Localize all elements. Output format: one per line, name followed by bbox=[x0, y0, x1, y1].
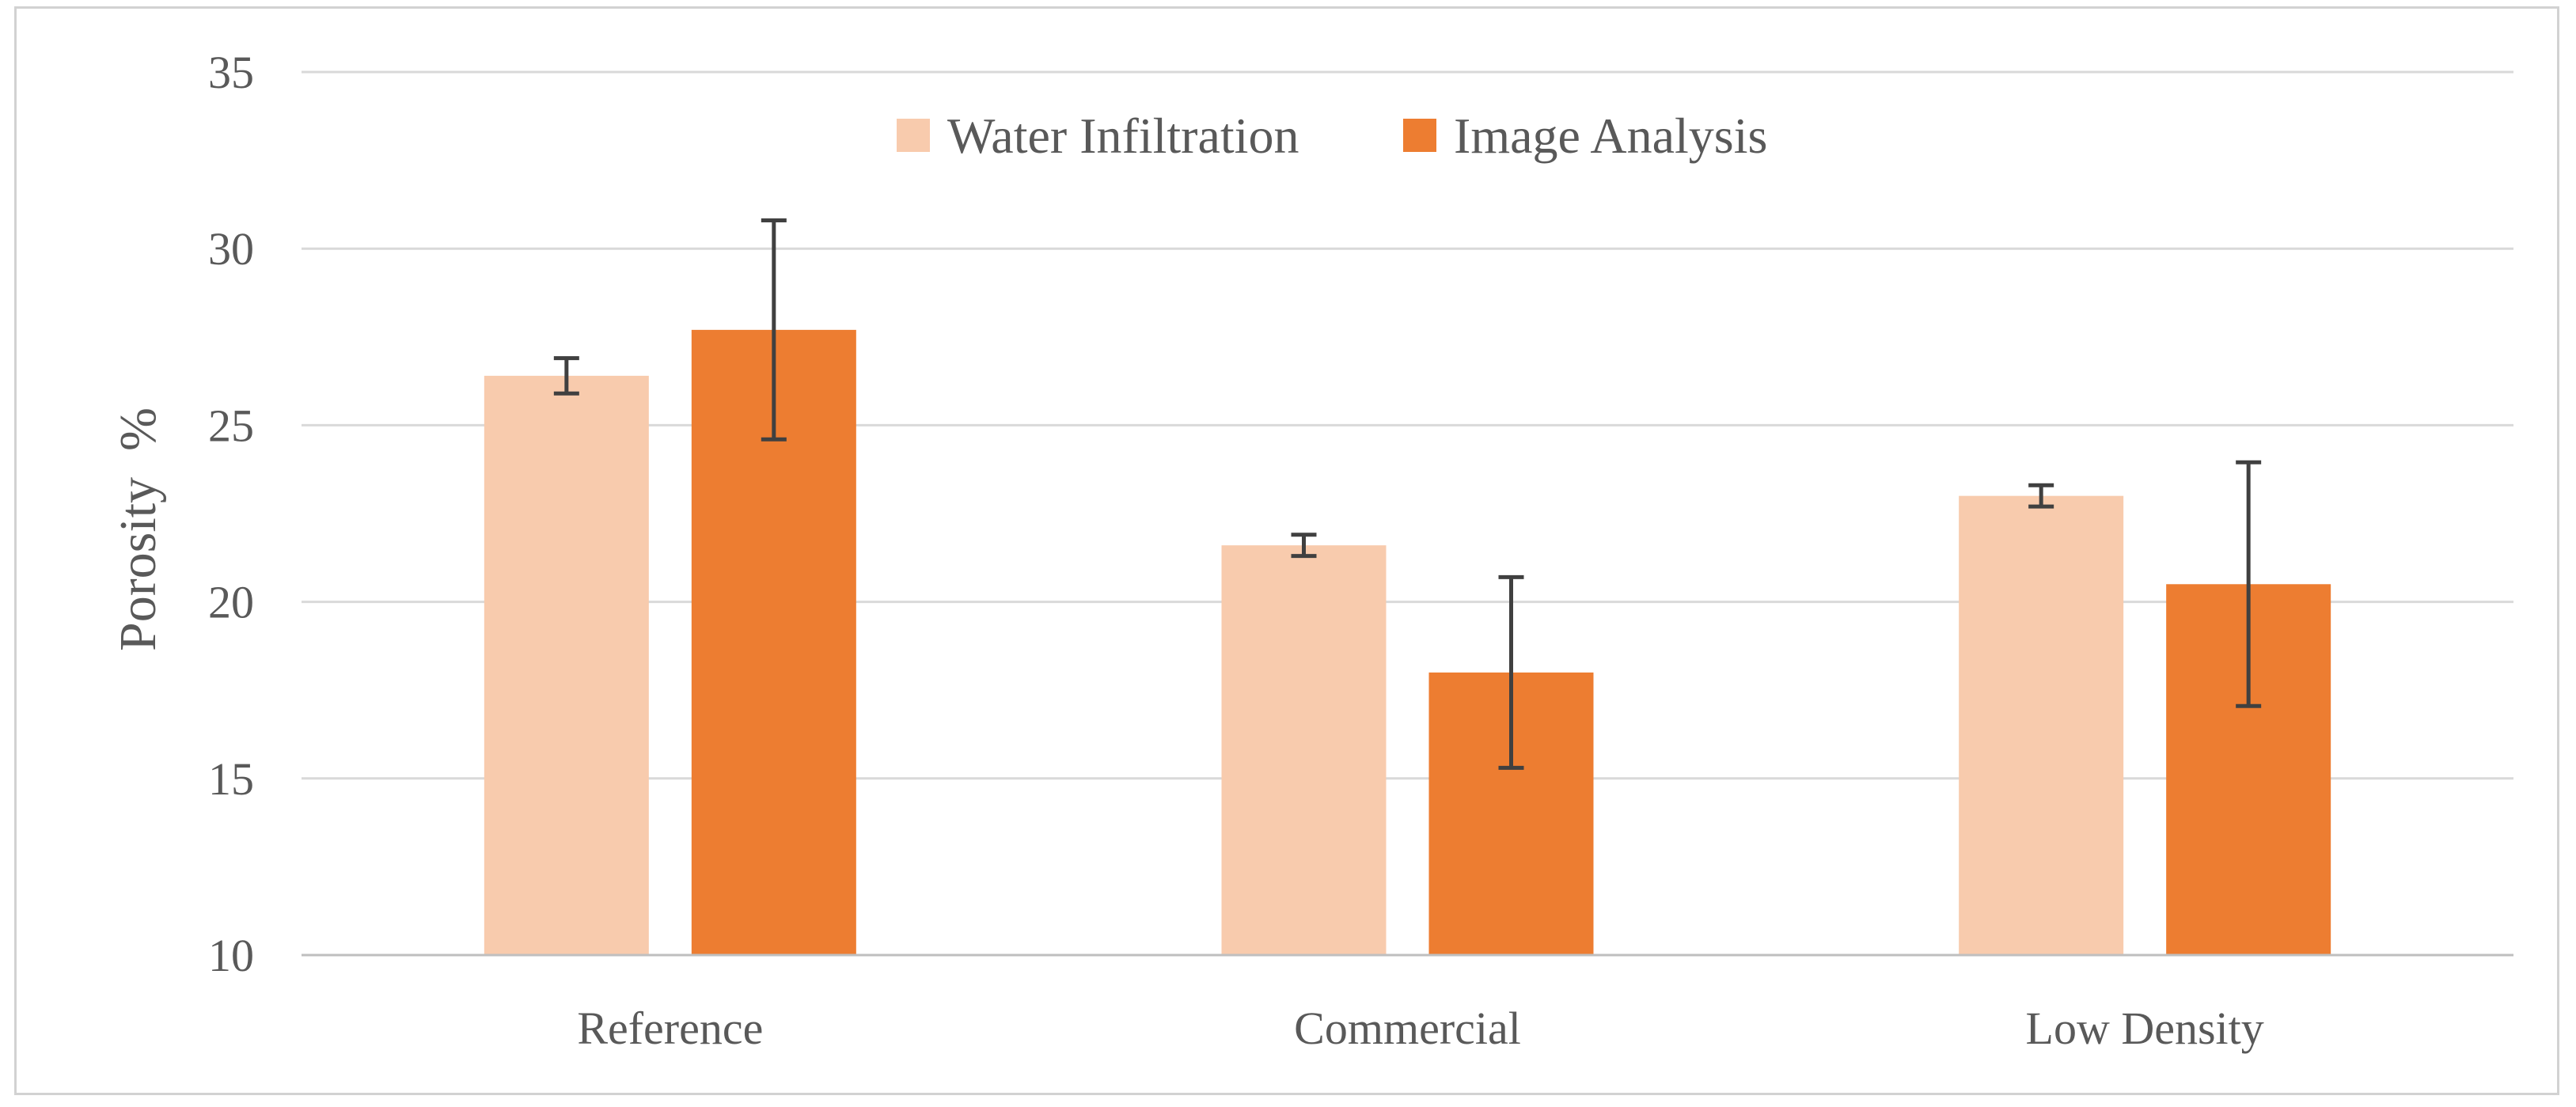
labels: 10 15 20 25 30 35 Porosity % Reference Commercia… bbox=[109, 47, 2264, 1054]
x-tick-label-commercial: Commercial bbox=[1294, 1003, 1521, 1054]
bar-commercial-water-infiltration bbox=[1221, 545, 1387, 955]
y-tick-label-30: 30 bbox=[208, 223, 254, 275]
y-tick-label-35: 35 bbox=[208, 47, 254, 98]
legend-label-image-analysis: Image Analysis bbox=[1454, 108, 1767, 164]
bar-reference-water-infiltration bbox=[484, 375, 649, 955]
error-bar-low-density-water-infiltration bbox=[2028, 483, 2054, 509]
bar-low-density-water-infiltration bbox=[1959, 495, 2124, 955]
error-bar-commercial-water-infiltration bbox=[1291, 533, 1317, 559]
bars bbox=[484, 329, 2331, 955]
legend-swatch-water-infiltration bbox=[897, 119, 930, 152]
error-bars bbox=[553, 218, 2262, 770]
gridlines bbox=[302, 70, 2513, 780]
y-tick-label-15: 15 bbox=[208, 753, 254, 805]
legend-label-water-infiltration: Water Infiltration bbox=[947, 108, 1299, 164]
porosity-bar-chart: 10 15 20 25 30 35 Porosity % Reference Commercia… bbox=[109, 47, 2513, 1054]
y-tick-label-10: 10 bbox=[208, 930, 254, 981]
legend-swatch-image-analysis bbox=[1403, 119, 1436, 152]
legend-item-image-analysis: Image Analysis bbox=[1403, 108, 1767, 164]
x-tick-label-reference: Reference bbox=[577, 1003, 763, 1054]
error-bar-reference-water-infiltration bbox=[553, 356, 579, 396]
error-bar-commercial-image-analysis bbox=[1498, 574, 1524, 770]
error-bar-reference-image-analysis bbox=[761, 218, 787, 442]
y-tick-label-20: 20 bbox=[208, 577, 254, 628]
y-axis-title: Porosity % bbox=[109, 408, 167, 651]
y-tick-label-25: 25 bbox=[208, 400, 254, 451]
x-tick-label-low-density: Low Density bbox=[2026, 1003, 2264, 1054]
legend-item-water-infiltration: Water Infiltration bbox=[897, 108, 1299, 164]
chart-frame: 10 15 20 25 30 35 Porosity % Reference Commercia… bbox=[14, 6, 2559, 1095]
error-bar-low-density-image-analysis bbox=[2236, 460, 2262, 708]
legend: Water Infiltration Image Analysis bbox=[897, 108, 1767, 164]
